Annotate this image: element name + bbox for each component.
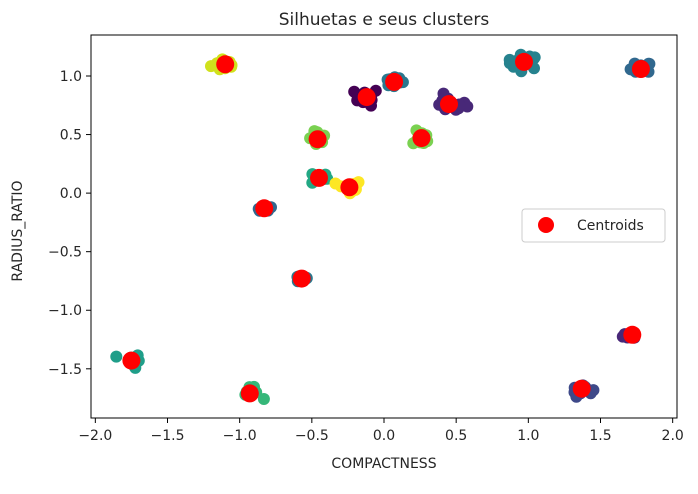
y-axis-title: RADIUS_RATIO (10, 180, 26, 281)
x-tick-label: −1.0 (223, 428, 257, 444)
legend-box (521, 208, 666, 243)
y-tick-label: −1.5 (48, 362, 82, 378)
centroid-marker (385, 72, 404, 91)
x-tick-label: 1.5 (589, 428, 611, 444)
centroid-marker (340, 178, 359, 197)
y-tick-label: −1.0 (48, 303, 82, 319)
centroid-marker (631, 60, 650, 78)
y-tick-label: 0.0 (60, 186, 82, 202)
y-tick-label: 0.5 (60, 128, 82, 144)
x-axis-title: COMPACTNESS (331, 456, 436, 472)
centroid-marker (216, 55, 235, 74)
chart-title: Silhuetas e seus clusters (279, 10, 490, 30)
y-axis: 1.0 0.5 0.0 −0.5 −1.0 −1.5 (48, 69, 91, 378)
cluster-point (110, 350, 123, 363)
legend-label-centroids: Centroids (577, 218, 644, 234)
centroid-marker (357, 88, 376, 107)
x-tick-label: 0.0 (373, 428, 395, 444)
x-axis: −2.0 −1.5 −1.0 −0.5 0.0 0.5 1.0 1.5 2.0 (78, 418, 684, 444)
centroid-marker (440, 95, 458, 114)
x-tick-label: 1.0 (517, 428, 539, 444)
centroids-layer (122, 52, 650, 403)
cluster-point (503, 57, 516, 70)
centroid-marker (240, 384, 259, 403)
centroid-marker (412, 129, 431, 148)
x-tick-label: 2.0 (662, 428, 684, 444)
x-tick-label: −1.5 (150, 428, 184, 444)
centroid-marker (255, 199, 274, 218)
centroid-marker (515, 52, 533, 71)
legend: Centroids (521, 208, 666, 243)
centroid-marker (623, 325, 642, 344)
cluster-point (348, 85, 361, 98)
x-tick-label: −2.0 (78, 428, 112, 444)
centroid-marker (308, 130, 327, 149)
y-tick-label: 1.0 (60, 69, 82, 85)
legend-centroid-marker (538, 217, 554, 233)
x-tick-label: −0.5 (295, 428, 329, 444)
centroid-marker (292, 269, 311, 288)
x-tick-label: 0.5 (445, 428, 467, 444)
centroid-marker (122, 351, 141, 370)
y-tick-label: −0.5 (48, 245, 82, 261)
centroid-marker (572, 379, 591, 398)
centroid-marker (310, 168, 328, 187)
